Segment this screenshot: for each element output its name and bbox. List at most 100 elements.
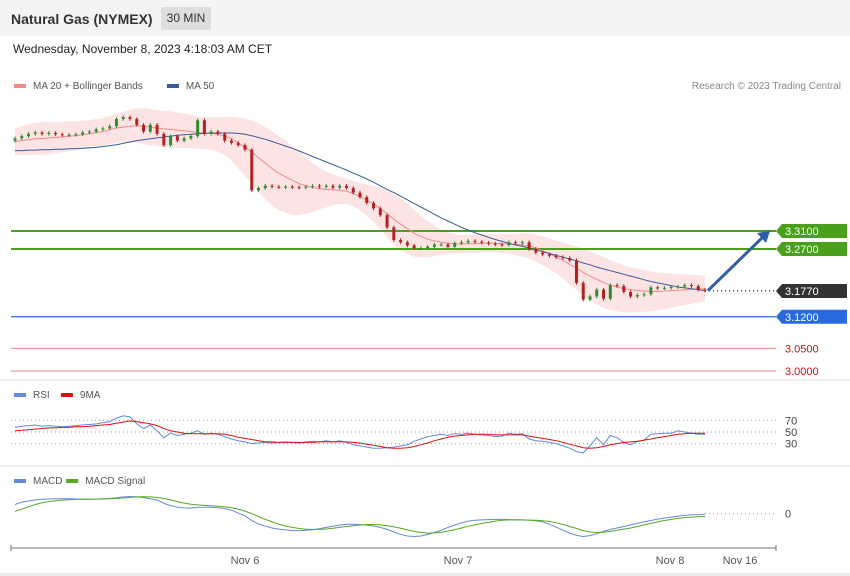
candle — [547, 254, 551, 256]
x-tick-label: Nov 8 — [656, 555, 685, 567]
rsi-tick: 50 — [785, 427, 797, 439]
panel-divider — [0, 465, 850, 467]
candle — [466, 240, 470, 243]
level-label: 3.1770 — [785, 286, 819, 298]
candle — [311, 185, 315, 187]
candle — [169, 136, 173, 146]
candle — [182, 138, 186, 141]
candle — [405, 242, 409, 246]
candle — [209, 131, 213, 134]
candle — [351, 188, 355, 193]
candle — [378, 208, 382, 216]
instrument-title: Natural Gas (NYMEX) — [11, 11, 153, 27]
candle — [236, 142, 240, 146]
credit-text: Research © 2023 Trading Central — [692, 81, 841, 92]
candle — [622, 286, 626, 292]
candle — [696, 286, 700, 290]
legend-label: 9MA — [80, 390, 101, 401]
rsi-line — [14, 415, 705, 454]
candle — [520, 242, 524, 244]
candle — [162, 133, 166, 146]
level-tag — [776, 242, 847, 257]
candle — [649, 287, 653, 295]
candle — [676, 286, 680, 288]
macd-tick: 0 — [785, 509, 791, 521]
macd-line — [14, 495, 706, 538]
candle — [689, 285, 693, 287]
legend-label: MACD — [33, 476, 62, 487]
candle — [662, 287, 666, 289]
candle — [108, 126, 112, 129]
candle — [446, 244, 450, 247]
candle — [135, 118, 139, 125]
price-panel: 3.3100 3.2700 3.1770 3.1200 3.0500 3.0000 — [11, 108, 847, 378]
timestamp: Wednesday, November 8, 2023 4:18:03 AM C… — [13, 42, 273, 56]
candle — [507, 242, 511, 245]
candle — [656, 287, 660, 289]
candle — [493, 243, 497, 245]
candle — [202, 120, 206, 134]
candle — [432, 244, 436, 247]
candle — [561, 257, 565, 259]
candle — [595, 289, 599, 297]
level-tag — [776, 223, 847, 238]
candle — [365, 197, 369, 203]
candle — [426, 246, 430, 249]
candle — [175, 136, 179, 141]
level-label: 3.0000 — [785, 366, 819, 378]
candle — [534, 249, 538, 253]
timeframe-badge[interactable]: 30 MIN — [161, 7, 211, 30]
candle — [229, 140, 233, 143]
candle — [385, 215, 389, 228]
ma50-line — [15, 132, 706, 292]
level-label: 3.2700 — [785, 244, 819, 256]
candle — [459, 242, 463, 244]
candle — [277, 186, 281, 188]
candle — [33, 132, 37, 134]
candle — [54, 132, 58, 135]
panel-divider — [0, 573, 850, 576]
legend-swatch — [14, 479, 26, 483]
candle — [270, 185, 274, 187]
legend-swatch — [14, 393, 26, 397]
legend-swatch — [60, 393, 73, 397]
candle — [574, 260, 578, 283]
candle — [223, 133, 227, 141]
candle — [27, 133, 31, 137]
candle — [74, 134, 78, 136]
candle — [344, 185, 348, 189]
candle — [189, 136, 193, 139]
candle — [87, 131, 91, 133]
legends: MA 20 + Bollinger Bands MA 50 RSI 9MA MACD MA… — [14, 81, 841, 487]
x-tick-label: Nov 16 — [723, 555, 758, 567]
legend-label: RSI — [33, 390, 50, 401]
legend-swatch — [66, 479, 79, 483]
candle — [20, 136, 24, 139]
candle — [317, 185, 321, 187]
candle — [155, 124, 159, 134]
candle — [629, 291, 633, 297]
legend-label: MA 20 + Bollinger Bands — [33, 81, 143, 92]
candle — [331, 185, 335, 188]
candle — [399, 240, 403, 243]
level-tag — [776, 284, 847, 299]
candle — [412, 245, 416, 249]
legend-label: MACD Signal — [85, 476, 145, 487]
candle — [81, 132, 85, 135]
x-tick-label: Nov 7 — [444, 555, 473, 567]
candle — [683, 285, 687, 287]
candle — [40, 132, 44, 134]
candle — [101, 128, 105, 130]
candle — [703, 289, 707, 291]
macd-panel: 0 — [14, 495, 791, 538]
candle — [392, 227, 396, 240]
candle — [142, 124, 146, 132]
candle — [324, 185, 328, 187]
legend-swatch — [166, 84, 179, 88]
candle — [304, 186, 308, 188]
panel-divider — [0, 379, 850, 381]
candle — [487, 242, 491, 244]
candle — [453, 243, 457, 247]
candle — [480, 241, 484, 243]
